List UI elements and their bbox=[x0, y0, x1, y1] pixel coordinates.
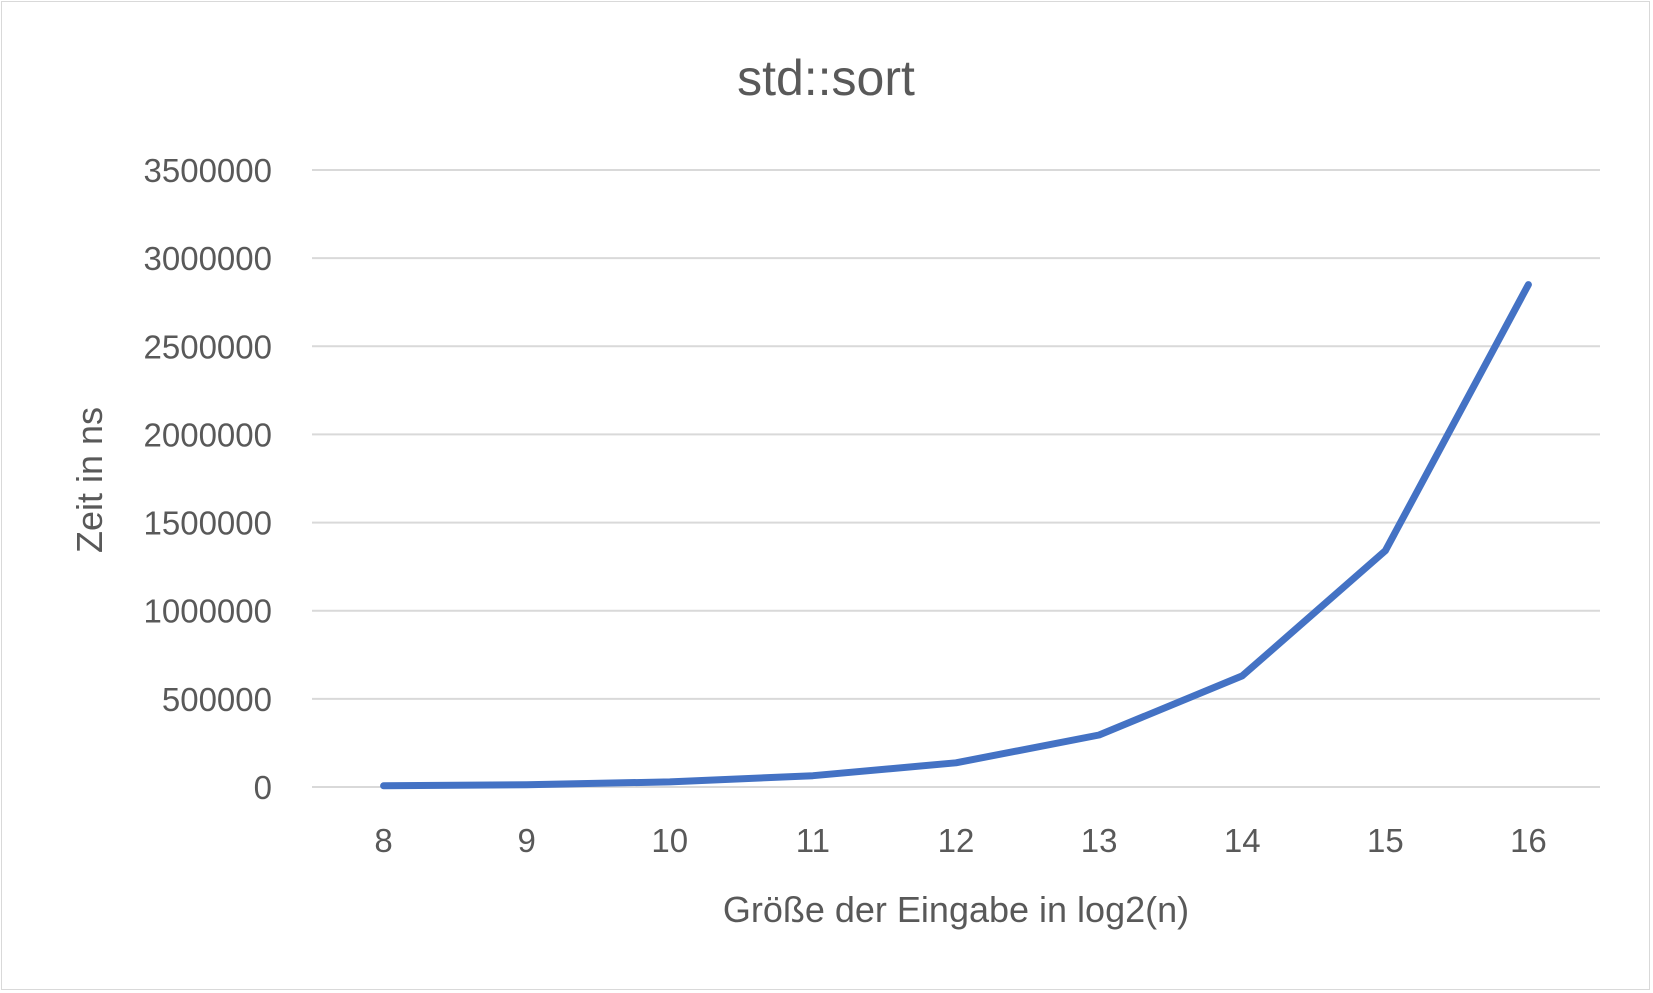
y-tick-label: 3000000 bbox=[144, 240, 272, 277]
chart-title: std::sort bbox=[737, 50, 915, 106]
series-line-0 bbox=[380, 281, 1532, 790]
x-tick-label: 9 bbox=[517, 822, 535, 859]
series-lines bbox=[380, 281, 1532, 790]
x-tick-label: 11 bbox=[796, 822, 830, 859]
gridlines bbox=[312, 169, 1600, 788]
y-tick-label: 1000000 bbox=[144, 593, 272, 630]
y-tick-label: 0 bbox=[254, 769, 272, 806]
x-tick-label: 10 bbox=[651, 822, 688, 859]
x-tick-label: 16 bbox=[1510, 822, 1547, 859]
x-axis-title: Größe der Eingabe in log2(n) bbox=[723, 889, 1189, 930]
x-axis-tick-labels: 8 9 10 11 12 13 14 15 16 bbox=[374, 822, 1546, 859]
y-tick-label: 1500000 bbox=[144, 505, 272, 542]
y-tick-label: 500000 bbox=[162, 681, 272, 718]
y-tick-label: 2500000 bbox=[144, 328, 272, 365]
y-tick-label: 3500000 bbox=[144, 152, 272, 189]
x-tick-label: 14 bbox=[1224, 822, 1261, 859]
x-tick-label: 8 bbox=[374, 822, 392, 859]
x-tick-label: 12 bbox=[938, 822, 975, 859]
x-tick-label: 15 bbox=[1367, 822, 1404, 859]
y-axis-tick-labels: 0 500000 1000000 1500000 2000000 2500000 30000… bbox=[144, 152, 272, 806]
y-tick-label: 2000000 bbox=[144, 416, 272, 453]
x-tick-label: 13 bbox=[1081, 822, 1118, 859]
y-axis-title: Zeit in ns bbox=[69, 407, 110, 553]
